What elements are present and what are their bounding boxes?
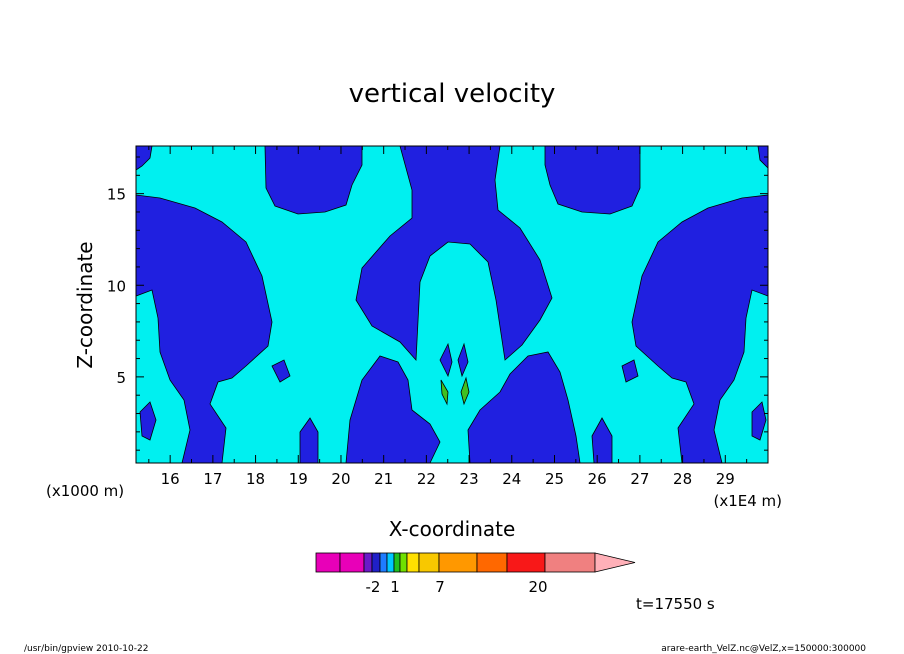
x-tick-label: 23 (460, 470, 479, 488)
contour-negative-small-4 (621, 359, 639, 383)
plot-frame (135, 145, 769, 464)
y-axis-label: Z-coordinate (73, 241, 97, 368)
contour-negative-bottom-center-right (467, 351, 581, 464)
plot-area (135, 145, 769, 464)
colorbar-segment (379, 552, 388, 573)
y-tick-label: 5 (116, 369, 126, 387)
x-tick-label: 25 (545, 470, 564, 488)
y-unit-note: (x1000 m) (46, 482, 124, 500)
time-label: t=17550 s (636, 595, 715, 613)
x-unit-note: (x1E4 m) (713, 492, 782, 510)
y-axis-ticks: 5 10 15 (107, 156, 768, 451)
x-axis-label: X-coordinate (389, 517, 516, 541)
x-tick-label: 21 (374, 470, 393, 488)
colorbar-segment (339, 552, 365, 573)
x-tick-label: 16 (161, 470, 180, 488)
x-tick-label: 29 (716, 470, 735, 488)
colorbar-segment (506, 552, 546, 573)
x-tick-label: 19 (289, 470, 308, 488)
colorbar-arrow (594, 552, 636, 573)
contour-green-right (460, 376, 470, 406)
colorbar-segment (363, 552, 373, 573)
contour-negative-bottom-center-left (345, 355, 441, 464)
contour-negative-right-large (631, 194, 769, 464)
contour-strong-positive (440, 376, 470, 406)
y-tick-label: 15 (107, 186, 126, 204)
colorbar-segment (393, 552, 401, 573)
contour-negative-small-3 (271, 359, 291, 383)
colorbar-segment (544, 552, 596, 573)
x-tick-label: 26 (588, 470, 607, 488)
contour-negative-top-center-left (264, 145, 363, 215)
colorbar (315, 552, 636, 573)
contour-green-left (440, 379, 449, 406)
contour-negative-small-7 (439, 342, 453, 378)
contour-negative-small-5 (139, 401, 157, 441)
x-tick-label: 20 (331, 470, 350, 488)
y-tick-label: 10 (107, 277, 126, 295)
x-tick-label: 22 (417, 470, 436, 488)
footer-right: arare-earth_VelZ.nc@VelZ,x=150000:300000 (661, 644, 866, 654)
colorbar-tick-label: 1 (390, 578, 400, 596)
colorbar-segment (476, 552, 508, 573)
colorbar-tick-labels: -2 1 7 20 (366, 578, 548, 596)
chart-title: vertical velocity (349, 79, 556, 109)
x-axis-ticks: 16 17 18 19 20 21 22 23 24 25 26 27 28 29 (148, 146, 748, 488)
x-tick-label: 17 (203, 470, 222, 488)
x-tick-label: 24 (502, 470, 521, 488)
colorbar-tick-label: 7 (435, 578, 445, 596)
x-tick-label: 27 (630, 470, 649, 488)
x-tick-label: 18 (246, 470, 265, 488)
contour-negative-central (355, 145, 553, 361)
colorbar-tick-label: 20 (528, 578, 547, 596)
colorbar-segment (371, 552, 381, 573)
colorbar-segment (315, 552, 341, 573)
colorbar-segment (406, 552, 420, 573)
contour-negative-left-large (135, 194, 273, 464)
contour-negative-small-6 (751, 401, 767, 441)
colorbar-segment (399, 552, 408, 573)
colorbar-segment (418, 552, 440, 573)
footer-left: /usr/bin/gpview 2010-10-22 (24, 644, 148, 654)
contour-regions (135, 145, 769, 464)
contour-negative-small-8 (457, 342, 469, 378)
colorbar-segment (438, 552, 478, 573)
colorbar-tick-label: -2 (366, 578, 381, 596)
x-tick-label: 28 (673, 470, 692, 488)
contour-negative-top-center-right (544, 145, 641, 215)
colorbar-segment (386, 552, 395, 573)
